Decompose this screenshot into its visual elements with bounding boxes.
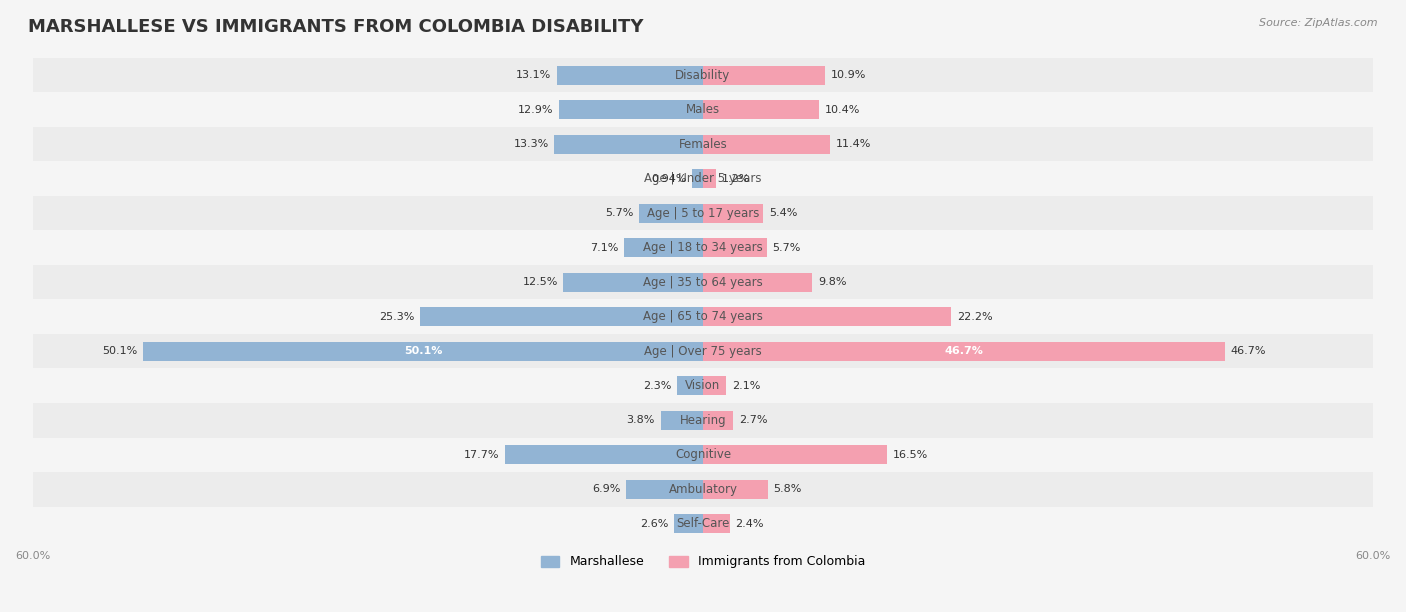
Text: 12.5%: 12.5% bbox=[523, 277, 558, 287]
Bar bbox=[32, 507, 1374, 541]
Bar bbox=[703, 411, 733, 430]
Text: 5.7%: 5.7% bbox=[606, 208, 634, 218]
Text: 2.4%: 2.4% bbox=[735, 519, 763, 529]
Text: 0.94%: 0.94% bbox=[651, 174, 688, 184]
Text: 11.4%: 11.4% bbox=[837, 139, 872, 149]
Bar bbox=[703, 65, 825, 84]
Bar bbox=[505, 446, 703, 465]
Bar bbox=[32, 299, 1374, 334]
Bar bbox=[32, 196, 1374, 231]
Text: 12.9%: 12.9% bbox=[517, 105, 554, 114]
Bar bbox=[32, 231, 1374, 265]
Text: Cognitive: Cognitive bbox=[675, 448, 731, 461]
Text: 2.1%: 2.1% bbox=[733, 381, 761, 390]
Bar bbox=[564, 273, 703, 292]
Text: Ambulatory: Ambulatory bbox=[668, 483, 738, 496]
Text: 25.3%: 25.3% bbox=[380, 312, 415, 322]
Text: 1.2%: 1.2% bbox=[723, 174, 751, 184]
Text: Age | Under 5 years: Age | Under 5 years bbox=[644, 172, 762, 185]
Bar bbox=[32, 403, 1374, 438]
Bar bbox=[703, 446, 887, 465]
Bar bbox=[703, 480, 768, 499]
Bar bbox=[32, 58, 1374, 92]
Text: 10.9%: 10.9% bbox=[831, 70, 866, 80]
Text: 50.1%: 50.1% bbox=[404, 346, 443, 356]
Bar bbox=[703, 307, 950, 326]
Bar bbox=[703, 135, 831, 154]
Text: Females: Females bbox=[679, 138, 727, 151]
Bar bbox=[703, 341, 1225, 360]
Bar bbox=[703, 100, 820, 119]
Text: 46.7%: 46.7% bbox=[945, 346, 983, 356]
Text: MARSHALLESE VS IMMIGRANTS FROM COLOMBIA DISABILITY: MARSHALLESE VS IMMIGRANTS FROM COLOMBIA … bbox=[28, 18, 644, 36]
Text: 17.7%: 17.7% bbox=[464, 450, 499, 460]
Bar bbox=[703, 376, 727, 395]
Bar bbox=[32, 334, 1374, 368]
Text: 13.1%: 13.1% bbox=[516, 70, 551, 80]
Bar bbox=[554, 135, 703, 154]
Bar bbox=[640, 204, 703, 223]
Bar bbox=[32, 127, 1374, 162]
Text: Self-Care: Self-Care bbox=[676, 517, 730, 531]
Bar bbox=[673, 514, 703, 533]
Text: Age | 35 to 64 years: Age | 35 to 64 years bbox=[643, 275, 763, 289]
Bar bbox=[32, 438, 1374, 472]
Text: 2.3%: 2.3% bbox=[644, 381, 672, 390]
Bar bbox=[558, 100, 703, 119]
Bar bbox=[557, 65, 703, 84]
Text: Age | 18 to 34 years: Age | 18 to 34 years bbox=[643, 241, 763, 254]
Bar bbox=[703, 204, 763, 223]
Text: 9.8%: 9.8% bbox=[818, 277, 846, 287]
Text: 10.4%: 10.4% bbox=[825, 105, 860, 114]
Text: Age | 65 to 74 years: Age | 65 to 74 years bbox=[643, 310, 763, 323]
Text: Males: Males bbox=[686, 103, 720, 116]
Bar bbox=[626, 480, 703, 499]
Text: 16.5%: 16.5% bbox=[893, 450, 928, 460]
Text: 13.3%: 13.3% bbox=[513, 139, 548, 149]
Bar bbox=[420, 307, 703, 326]
Text: 5.8%: 5.8% bbox=[773, 484, 801, 494]
Bar bbox=[624, 238, 703, 257]
Text: 2.7%: 2.7% bbox=[738, 416, 768, 425]
Text: 3.8%: 3.8% bbox=[627, 416, 655, 425]
Text: 7.1%: 7.1% bbox=[589, 243, 619, 253]
Bar bbox=[143, 341, 703, 360]
Text: 22.2%: 22.2% bbox=[956, 312, 993, 322]
Text: Disability: Disability bbox=[675, 69, 731, 81]
Text: Hearing: Hearing bbox=[679, 414, 727, 427]
Text: Age | 5 to 17 years: Age | 5 to 17 years bbox=[647, 207, 759, 220]
Legend: Marshallese, Immigrants from Colombia: Marshallese, Immigrants from Colombia bbox=[536, 550, 870, 573]
Bar bbox=[32, 92, 1374, 127]
Text: 2.6%: 2.6% bbox=[640, 519, 668, 529]
Bar bbox=[661, 411, 703, 430]
Text: 6.9%: 6.9% bbox=[592, 484, 620, 494]
Bar bbox=[703, 273, 813, 292]
Bar bbox=[32, 368, 1374, 403]
Text: 50.1%: 50.1% bbox=[103, 346, 138, 356]
Bar bbox=[693, 169, 703, 188]
Bar bbox=[703, 514, 730, 533]
Bar bbox=[32, 162, 1374, 196]
Text: Age | Over 75 years: Age | Over 75 years bbox=[644, 345, 762, 358]
Bar bbox=[678, 376, 703, 395]
Bar bbox=[32, 472, 1374, 507]
Text: 46.7%: 46.7% bbox=[1230, 346, 1265, 356]
Bar bbox=[32, 265, 1374, 299]
Text: Source: ZipAtlas.com: Source: ZipAtlas.com bbox=[1260, 18, 1378, 28]
Bar bbox=[703, 169, 717, 188]
Text: 5.7%: 5.7% bbox=[772, 243, 800, 253]
Text: 5.4%: 5.4% bbox=[769, 208, 797, 218]
Bar bbox=[703, 238, 766, 257]
Text: Vision: Vision bbox=[685, 379, 721, 392]
